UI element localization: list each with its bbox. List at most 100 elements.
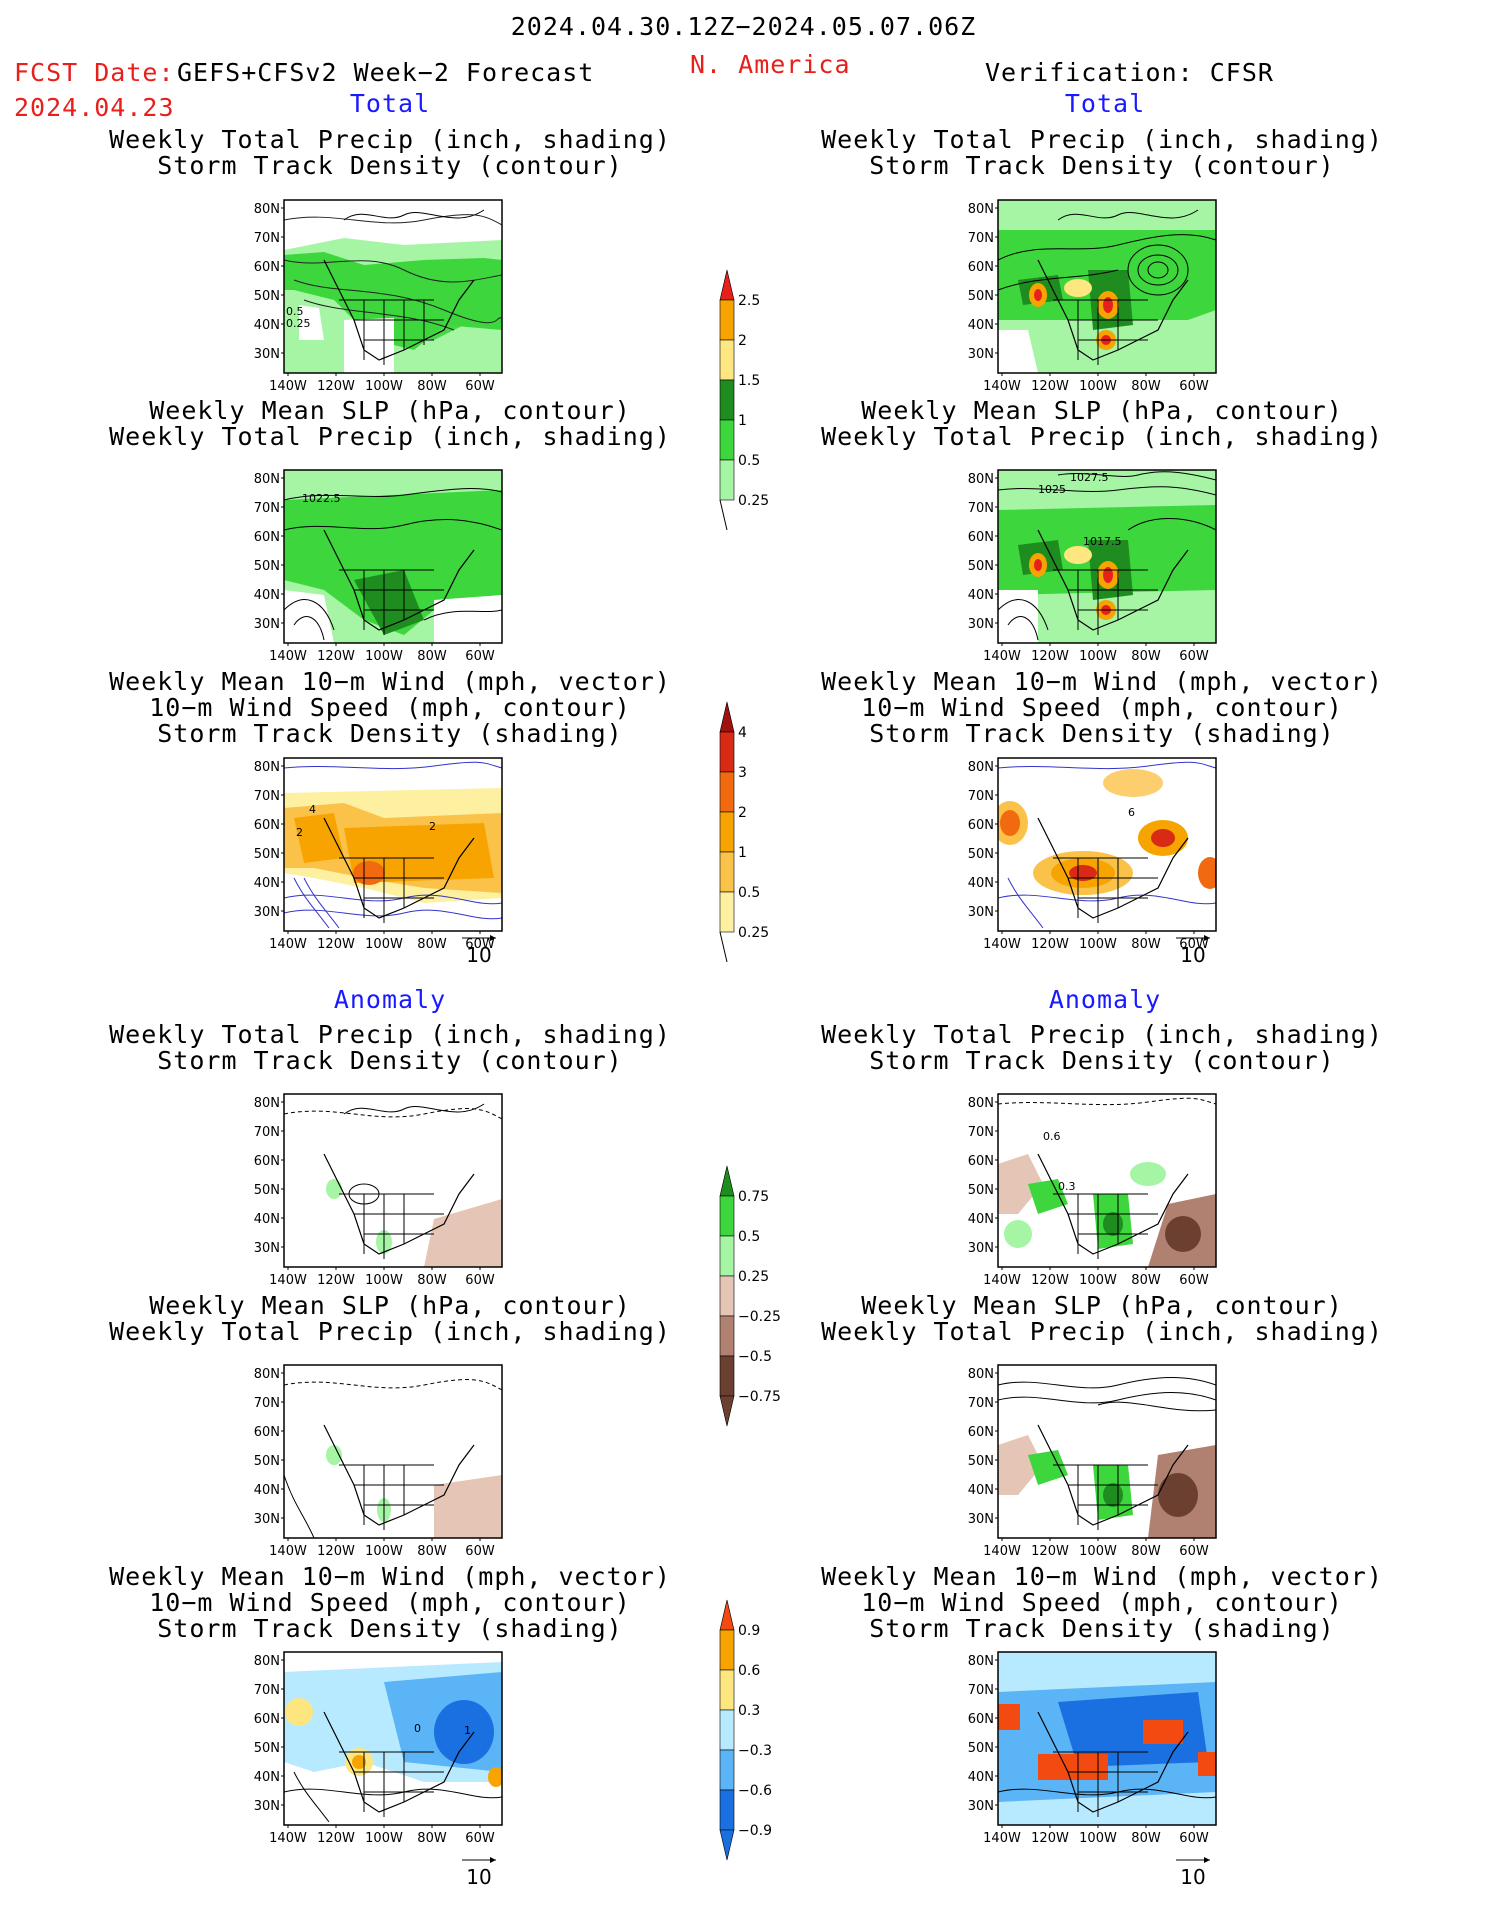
colorbar-label: 0.25 <box>738 1269 769 1285</box>
lat-tick-label: 30N <box>254 617 280 632</box>
lon-tick-label: 140W <box>269 1831 307 1846</box>
map-total-slp-right: 1027.5 1025 1017.5 <box>997 469 1217 644</box>
lat-tick-label: 40N <box>254 1770 280 1785</box>
lat-tick-label: 70N <box>968 1125 994 1140</box>
colorbar-segment <box>719 1315 735 1357</box>
lat-tick-label: 50N <box>254 289 280 304</box>
colorbar-label: 0.3 <box>738 1703 760 1719</box>
lon-tick-label: 60W <box>1179 1544 1209 1559</box>
lon-tick-label: 120W <box>317 1831 355 1846</box>
lat-tick-label: 80N <box>968 1367 994 1382</box>
lat-tick-label: 70N <box>968 501 994 516</box>
lat-tick-label: 40N <box>254 588 280 603</box>
lat-tick-label: 80N <box>254 1367 280 1382</box>
colorbar-segment <box>719 811 735 853</box>
colorbar-segment <box>719 299 735 341</box>
lon-tick-label: 80W <box>417 1831 447 1846</box>
contour-label: 0.3 <box>1058 1180 1076 1193</box>
lon-tick-label: 100W <box>1079 937 1117 952</box>
contour-label: 0.5 <box>286 305 304 318</box>
lat-tick-label: 30N <box>254 1241 280 1256</box>
lat-tick-label: 30N <box>968 1799 994 1814</box>
date-range-title: 2024.04.30.12Z−2024.05.07.06Z <box>510 12 977 41</box>
title-anom-wind-left: Weekly Mean 10−m Wind (mph, vector) 10−m … <box>109 1562 671 1643</box>
colorbar-segment <box>719 1355 735 1397</box>
lon-tick-label: 100W <box>1079 1544 1117 1559</box>
lat-tick-label: 30N <box>968 1241 994 1256</box>
contour-label: 0.25 <box>286 317 311 330</box>
lat-tick-label: 50N <box>968 559 994 574</box>
colorbar-label: 0.5 <box>738 885 760 901</box>
lon-tick-label: 120W <box>1031 937 1069 952</box>
lat-tick-label: 60N <box>254 1154 280 1169</box>
contour-label: 4 <box>309 803 316 816</box>
lat-tick-label: 70N <box>254 789 280 804</box>
lon-tick-label: 120W <box>1031 1831 1069 1846</box>
colorbar-label: −0.75 <box>738 1389 781 1405</box>
contour-label: 6 <box>1128 806 1135 819</box>
contour-label: 0.6 <box>1043 1130 1061 1143</box>
lon-tick-label: 80W <box>1131 937 1161 952</box>
lat-tick-label: 70N <box>254 1125 280 1140</box>
fcst-date-label: FCST Date: <box>14 58 175 87</box>
colorbar-cap <box>719 1829 735 1861</box>
lon-tick-label: 100W <box>365 379 403 394</box>
lon-tick-label: 80W <box>1131 649 1161 664</box>
lon-tick-label: 140W <box>269 379 307 394</box>
lat-tick-label: 40N <box>254 1483 280 1498</box>
colorbar-segment <box>719 731 735 773</box>
lon-tick-label: 100W <box>365 1831 403 1846</box>
lat-tick-label: 30N <box>254 1512 280 1527</box>
lat-tick-label: 50N <box>968 847 994 862</box>
lat-tick-label: 50N <box>254 847 280 862</box>
lat-tick-label: 40N <box>968 318 994 333</box>
title-total-slp-left: Weekly Mean SLP (hPa, contour) Weekly Tot… <box>109 396 671 451</box>
colorbar-label: −0.3 <box>738 1743 772 1759</box>
colorbar-segment <box>719 771 735 813</box>
title-total-slp-right: Weekly Mean SLP (hPa, contour) Weekly Tot… <box>821 396 1383 451</box>
lon-tick-label: 120W <box>1031 1544 1069 1559</box>
lat-tick-label: 50N <box>968 1454 994 1469</box>
lat-tick-label: 40N <box>968 1770 994 1785</box>
map-total-wind-left: 4 2 2 <box>283 757 503 932</box>
vector-reference-label: 10 <box>1180 1865 1205 1889</box>
colorbar-label: 0.9 <box>738 1623 760 1639</box>
title-total-wind-right: Weekly Mean 10−m Wind (mph, vector) 10−m … <box>821 667 1383 748</box>
lon-tick-label: 80W <box>1131 379 1161 394</box>
lon-tick-label: 140W <box>983 1273 1021 1288</box>
colorbar-label: −0.9 <box>738 1823 772 1839</box>
title-anom-slp-left: Weekly Mean SLP (hPa, contour) Weekly Tot… <box>109 1291 671 1346</box>
section-anomaly-left: Anomaly <box>333 985 447 1014</box>
lat-tick-label: 30N <box>254 1799 280 1814</box>
colorbar-segment <box>719 851 735 893</box>
lat-tick-label: 40N <box>254 1212 280 1227</box>
lat-tick-label: 60N <box>968 530 994 545</box>
arrowhead-icon <box>490 1857 496 1863</box>
colorbar-segment <box>719 1709 735 1751</box>
colorbar-segment <box>719 1275 735 1317</box>
lat-tick-label: 80N <box>254 202 280 217</box>
section-total-right: Total <box>1064 89 1146 118</box>
colorbar-segment <box>719 1629 735 1671</box>
colorbar-label: 1 <box>738 413 747 429</box>
lat-tick-label: 50N <box>968 1183 994 1198</box>
title-anom-slp-right: Weekly Mean SLP (hPa, contour) Weekly Tot… <box>821 1291 1383 1346</box>
colorbars: 2.5 2 1.5 1 0.5 0.25 4 3 2 1 0.5 0.25 0.75 0.5 0.25 −0.… <box>719 269 781 1861</box>
colorbar-segment <box>719 1789 735 1831</box>
section-total-left: Total <box>349 89 431 118</box>
lon-tick-label: 80W <box>1131 1544 1161 1559</box>
arrowhead-icon <box>1204 935 1210 941</box>
lon-tick-label: 60W <box>465 937 495 952</box>
lat-tick-label: 40N <box>968 876 994 891</box>
lat-tick-label: 30N <box>254 905 280 920</box>
colorbar-cap <box>719 1599 735 1631</box>
verification-label: Verification: CFSR <box>985 58 1274 87</box>
lon-tick-label: 100W <box>365 649 403 664</box>
lat-tick-label: 30N <box>968 617 994 632</box>
map-total-slp-left: 1022.5 <box>283 469 503 644</box>
lat-tick-label: 70N <box>968 231 994 246</box>
vector-reference-label: 10 <box>466 943 491 967</box>
lon-tick-label: 100W <box>1079 1273 1117 1288</box>
lat-tick-label: 70N <box>968 1683 994 1698</box>
lat-tick-label: 40N <box>254 876 280 891</box>
